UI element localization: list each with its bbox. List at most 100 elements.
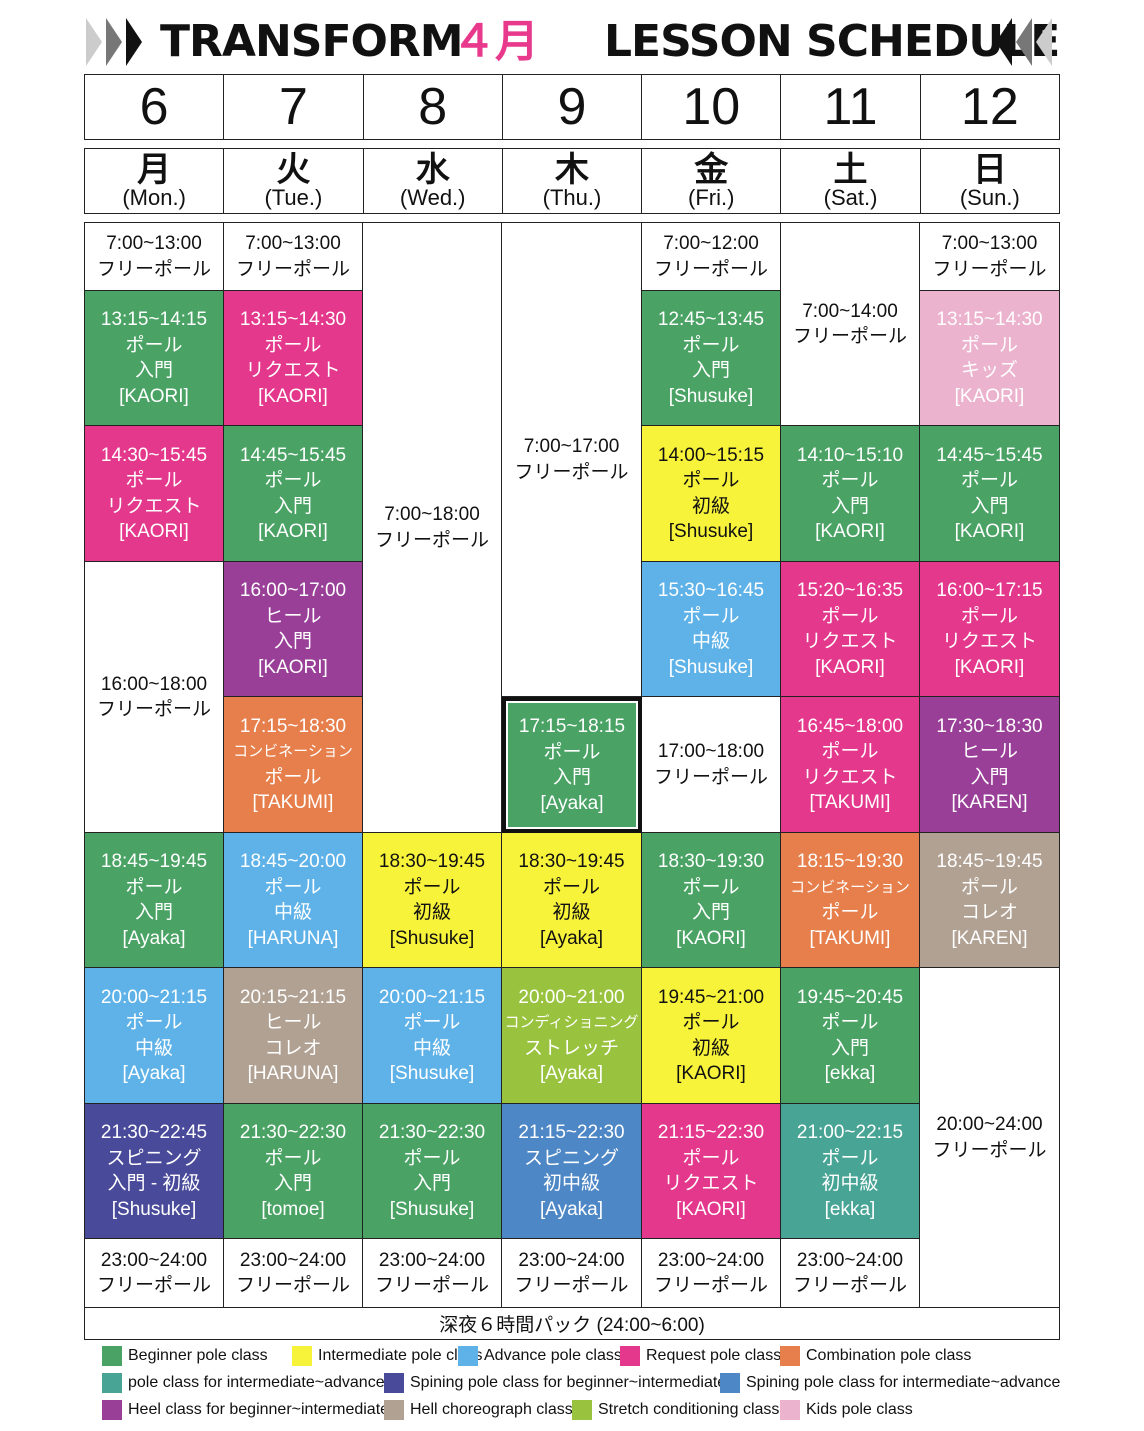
slot-instructor: [Ayaka]: [539, 1063, 604, 1084]
lesson-slot-advance: 18:45~20:00 ポール 中級 [HARUNA]: [224, 833, 363, 968]
legend-item: Combination pole class: [780, 1346, 971, 1366]
slot-label: ポール: [125, 470, 183, 491]
slot-label: コレオ: [264, 1037, 322, 1059]
lesson-slot-kids: 13:15~14:30 ポール キッズ [KAORI]: [920, 291, 1059, 426]
slot-label: 入門: [691, 360, 730, 381]
slot-label: 入門: [134, 360, 173, 381]
schedule-header: TRANSFORM ４月 LESSON SCHEDULE: [84, 14, 1060, 70]
slot-instructor: [KAREN]: [951, 792, 1028, 813]
slot-label: ヒール: [960, 741, 1018, 762]
slot-instructor: [Ayaka]: [122, 1063, 186, 1084]
legend-swatch: [384, 1373, 404, 1393]
weekday-row: 月 (Mon.) 火 (Tue.) 水 (Wed.) 木 (Thu.) 金 (Fri.) …: [84, 148, 1060, 214]
slot-label: 入門: [273, 495, 312, 517]
slot-label: フリーポール: [653, 1275, 768, 1296]
slot-label: ポール: [821, 741, 879, 762]
slot-label: 入門: [830, 1037, 869, 1059]
legend-label: Request pole class: [646, 1347, 782, 1364]
weekday-cell: 月 (Mon.): [85, 149, 225, 213]
weekday-cell: 金 (Fri.): [642, 149, 782, 213]
slot-label: ポール: [264, 766, 322, 788]
slot-label: 入門: [970, 766, 1009, 788]
legend-swatch: [572, 1400, 592, 1420]
slot-instructor: [KAORI]: [954, 385, 1025, 407]
slot-instructor: [HARUNA]: [247, 1063, 339, 1084]
weekday-english: (Tue.): [264, 185, 323, 210]
slot-label: ポール: [821, 1012, 879, 1033]
slot-instructor: [KAREN]: [951, 927, 1028, 949]
legend-label: Spining pole class for intermediate~adva…: [746, 1374, 1061, 1391]
slot-label: 中級: [412, 1037, 451, 1059]
lesson-slot-intermediate: 18:30~19:45 ポール 初級 [Shusuke]: [363, 833, 502, 968]
weekday-english: (Sat.): [823, 185, 878, 210]
slot-label: リクエスト: [245, 360, 341, 381]
slot-time: 20:00~21:00: [518, 986, 625, 1008]
date-number: 11: [823, 78, 878, 136]
slot-time: 14:10~15:10: [796, 444, 904, 466]
lesson-slot-inter-adv: 21:00~22:15 ポール 初中級 [ekka]: [781, 1104, 920, 1239]
lesson-slot-request: 16:00~17:15 ポール リクエスト [KAORI]: [920, 562, 1059, 697]
slot-time: 23:00~24:00: [796, 1249, 904, 1271]
lesson-slot-beginner: 12:45~13:45 ポール 入門 [Shusuke]: [642, 291, 781, 426]
slot-label: ポール: [403, 876, 461, 898]
weekday-kanji: 火: [276, 150, 311, 190]
slot-label: スピニング: [106, 1147, 202, 1169]
slot-instructor: [KAORI]: [954, 656, 1025, 678]
legend-label: Spining pole class for beginner~intermed…: [410, 1374, 727, 1391]
lesson-slot-request: 16:45~18:00 ポール リクエスト [TAKUMI]: [781, 697, 920, 833]
slot-label: ポール: [264, 876, 322, 898]
lesson-slot-stretch: 20:00~21:00 コンディショニング ストレッチ [Ayaka]: [502, 968, 642, 1104]
arrow-left-icon: [1016, 18, 1032, 66]
arrow-right-icon: [126, 18, 142, 66]
lesson-slot-request: 13:15~14:30 ポール リクエスト [KAORI]: [224, 291, 363, 426]
slot-label: スピニング: [523, 1147, 619, 1169]
date-number: 10: [682, 78, 741, 136]
slot-label: リクエスト: [802, 631, 898, 652]
lesson-slot-beginner: 14:45~15:45 ポール 入門 [KAORI]: [920, 426, 1059, 562]
slot-label: フリーポール: [932, 1139, 1047, 1161]
legend-label: Kids pole class: [806, 1401, 913, 1418]
legend-item: Intermediate pole class: [292, 1346, 483, 1366]
slot-label: フリーポール: [792, 326, 907, 347]
lesson-slot-beginner: 19:45~20:45 ポール 入門 [ekka]: [781, 968, 920, 1104]
slot-label: ポール: [960, 470, 1018, 491]
slot-time: 7:00~14:00: [802, 300, 898, 322]
slot-instructor: [KAORI]: [676, 1063, 746, 1084]
slot-label: 初級: [552, 902, 591, 923]
date-cell: 10: [642, 75, 782, 139]
slot-time: 17:15~18:30: [239, 715, 347, 737]
free-pole-slot: 7:00~17:00 フリーポール: [502, 223, 642, 697]
legend-swatch: [384, 1400, 404, 1420]
slot-instructor: [KAORI]: [676, 1198, 746, 1220]
slot-label: ポール: [264, 1147, 322, 1169]
slot-label: ポール: [821, 605, 879, 627]
date-cell: 12: [921, 75, 1059, 139]
slot-time: 20:00~21:15: [100, 986, 208, 1008]
legend-item: Beginner pole class: [102, 1346, 268, 1366]
slot-label: ポール: [264, 470, 322, 491]
slot-label: 初級: [691, 1037, 730, 1059]
slot-time: 16:00~18:00: [100, 673, 208, 695]
slot-time: 15:20~16:35: [796, 580, 904, 601]
slot-time: 23:00~24:00: [239, 1249, 347, 1271]
slot-label: フリーポール: [235, 258, 350, 280]
legend-swatch: [458, 1346, 478, 1366]
slot-time: 20:00~24:00: [936, 1114, 1043, 1135]
weekday-english: (Thu.): [542, 185, 602, 210]
slot-instructor: [KAORI]: [258, 385, 328, 407]
slot-label: フリーポール: [514, 461, 629, 483]
legend-item: Heel class for beginner~intermediate: [102, 1400, 389, 1420]
slot-label: 入門: [412, 1173, 451, 1194]
weekday-cell: 土 (Sat.): [781, 149, 921, 213]
lesson-slot-advance: 15:30~16:45 ポール 中級 [Shusuke]: [642, 562, 781, 697]
legend-item: Spining pole class for intermediate~adva…: [720, 1373, 1060, 1393]
slot-instructor: [Shusuke]: [668, 385, 754, 407]
slot-label: 入門: [134, 902, 173, 923]
date-number: 12: [960, 78, 1019, 136]
slot-time: 21:15~22:30: [518, 1122, 625, 1143]
slot-time: 18:15~19:30: [796, 851, 904, 872]
slot-time: 18:30~19:45: [518, 851, 625, 872]
slot-time: 14:45~15:45: [936, 444, 1043, 466]
slot-time: 18:30~19:45: [378, 851, 486, 872]
brand-title: TRANSFORM: [160, 16, 464, 67]
